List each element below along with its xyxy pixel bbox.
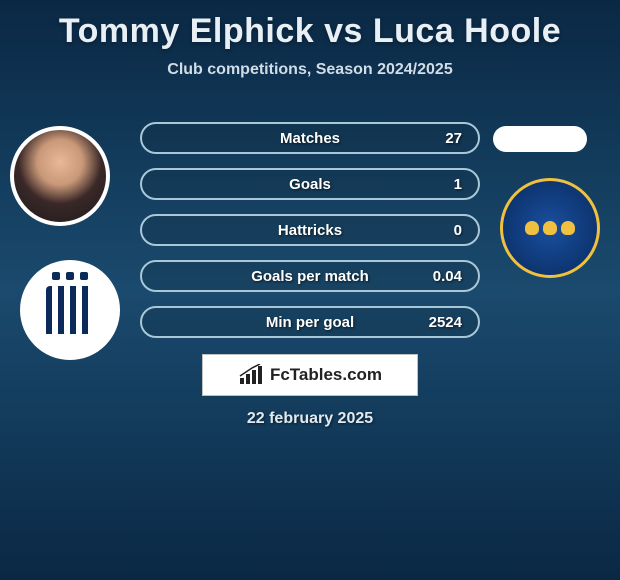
stat-label: Goals (289, 176, 331, 193)
stat-label: Hattricks (278, 222, 342, 239)
stat-value: 1 (454, 176, 462, 193)
stat-row-min-per-goal: Min per goal 2524 (140, 306, 480, 338)
bar-chart-icon (238, 364, 264, 386)
page-title: Tommy Elphick vs Luca Hoole (0, 0, 620, 51)
stat-value: 0.04 (433, 268, 462, 285)
stat-label: Matches (280, 130, 340, 147)
stats-container: Matches 27 Goals 1 Hattricks 0 Goals per… (140, 122, 480, 352)
stat-row-hattricks: Hattricks 0 (140, 214, 480, 246)
brand-badge: FcTables.com (202, 354, 418, 396)
snapshot-date: 22 february 2025 (0, 410, 620, 428)
player2-avatar-placeholder (493, 126, 587, 152)
crest-lions-icon (525, 221, 575, 235)
brand-text: FcTables.com (270, 365, 382, 385)
page-subtitle: Club competitions, Season 2024/2025 (0, 61, 620, 79)
stat-row-goals-per-match: Goals per match 0.04 (140, 260, 480, 292)
stat-value: 27 (445, 130, 462, 147)
stat-label: Min per goal (266, 314, 354, 331)
crest-stripes-icon (46, 286, 94, 334)
player2-club-crest (500, 178, 600, 278)
stat-label: Goals per match (251, 268, 369, 285)
stat-value: 2524 (429, 314, 462, 331)
stat-row-goals: Goals 1 (140, 168, 480, 200)
stat-value: 0 (454, 222, 462, 239)
player1-club-crest (20, 260, 120, 360)
stat-row-matches: Matches 27 (140, 122, 480, 154)
player1-avatar (10, 126, 110, 226)
